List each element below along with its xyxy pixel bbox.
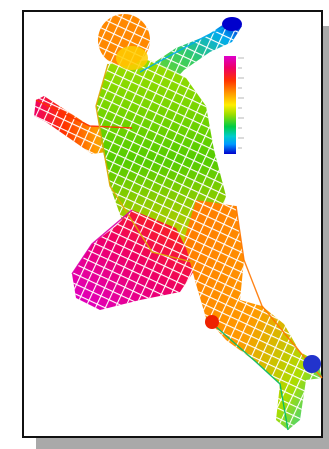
color-legend-ticks (238, 57, 244, 149)
ankle-highlight (303, 355, 321, 373)
hand-highlight (222, 17, 242, 31)
head-mesh (98, 14, 150, 70)
color-legend-bar (224, 56, 236, 154)
right-leg-mesh (184, 200, 322, 430)
knee-highlight (205, 315, 219, 329)
wireframe-outline (35, 21, 323, 431)
left-leg-mesh (72, 210, 196, 310)
